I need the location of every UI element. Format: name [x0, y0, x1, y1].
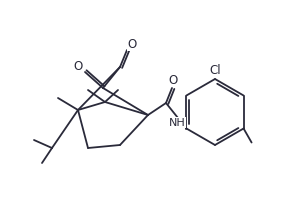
Text: O: O: [73, 61, 83, 73]
Text: Cl: Cl: [209, 64, 221, 77]
Text: O: O: [127, 38, 137, 50]
Text: O: O: [168, 73, 178, 87]
Text: NH: NH: [169, 118, 186, 128]
